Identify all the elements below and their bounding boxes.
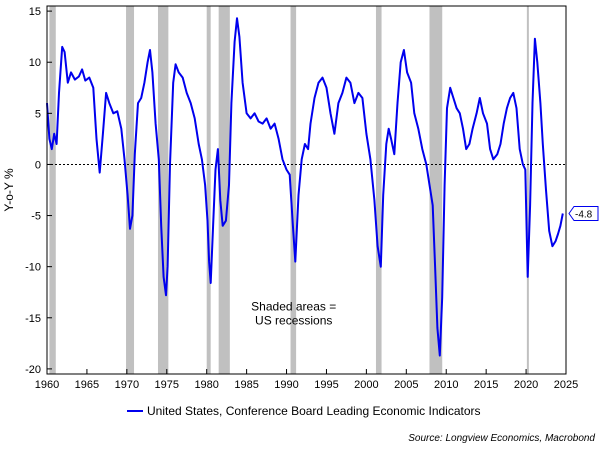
last-value-tag-shape <box>568 206 599 222</box>
recession-band <box>526 6 529 374</box>
x-tick-label: 2025 <box>554 379 578 391</box>
x-tick-label: 2005 <box>394 379 418 391</box>
recession-shading-layer <box>49 6 529 374</box>
tick-layer: 1960 1965 1970 1975 1980 1985 1990 1995 2000 2005… <box>25 6 578 391</box>
recession-band <box>157 6 169 374</box>
y-tick-label: 15 <box>29 6 41 18</box>
recession-band <box>290 6 297 374</box>
x-tick-label: 1990 <box>274 379 298 391</box>
series-line-layer <box>46 17 564 357</box>
last-value-label: -4.8 <box>575 210 593 221</box>
recession-annotation-line2: US recessions <box>255 314 332 328</box>
y-axis-title: Y-o-Y % <box>2 168 16 212</box>
source-note: Source: Longview Economics, Macrobond <box>408 433 595 444</box>
x-tick-label: 1960 <box>35 379 59 391</box>
x-tick-label: 1985 <box>234 379 258 391</box>
recession-band <box>126 6 135 374</box>
y-tick-label: -15 <box>25 313 41 325</box>
recession-band <box>375 6 382 374</box>
legend-swatch <box>127 410 143 412</box>
legend-label: United States, Conference Board Leading … <box>147 404 481 418</box>
x-tick-label: 1975 <box>155 379 179 391</box>
recession-band <box>218 6 230 374</box>
x-tick-label: 1970 <box>115 379 139 391</box>
x-tick-label: 1995 <box>314 379 338 391</box>
x-tick-label: 2015 <box>474 379 498 391</box>
y-tick-label: -5 <box>31 211 41 223</box>
recession-band <box>206 6 211 374</box>
x-tick-label: 2000 <box>354 379 378 391</box>
y-tick-label: 10 <box>29 57 41 69</box>
series-line <box>46 17 564 357</box>
y-tick-label: 5 <box>35 108 41 120</box>
plot-frame <box>46 5 567 375</box>
recession-annotation-line1: Shaded areas = <box>251 300 336 314</box>
y-tick-label: 0 <box>35 159 41 171</box>
recession-band <box>49 6 56 374</box>
recession-band <box>429 6 443 374</box>
x-tick-label: 2010 <box>434 379 458 391</box>
y-tick-label: -20 <box>25 364 41 376</box>
legend: United States, Conference Board Leading … <box>127 404 481 418</box>
x-tick-label: 2020 <box>514 379 538 391</box>
y-tick-label: -10 <box>25 262 41 274</box>
x-tick-label: 1965 <box>75 379 99 391</box>
x-tick-label: 1980 <box>194 379 218 391</box>
last-value-tag: -4.8 <box>568 206 599 222</box>
